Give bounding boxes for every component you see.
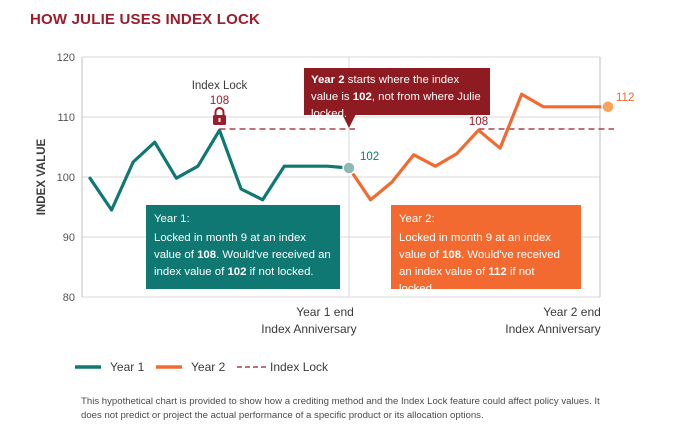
chart-legend: Year 1 Year 2 Index Lock xyxy=(75,360,329,374)
y-tick-label: 100 xyxy=(57,172,75,184)
index-lock-label: Index Lock xyxy=(192,80,248,92)
series-line-year-1 xyxy=(88,128,351,212)
y-axis-title: INDEX VALUE xyxy=(36,138,48,215)
callout-pointer xyxy=(342,114,356,128)
lock-value-year1: 108 xyxy=(210,95,229,107)
legend-label-year1: Year 1 xyxy=(110,360,145,374)
year1-end-point xyxy=(342,161,356,175)
year2-start-callout: Year 2 starts where the index value is 1… xyxy=(304,68,490,120)
page-title: HOW JULIE USES INDEX LOCK xyxy=(30,11,261,28)
year2-end-point xyxy=(601,100,615,114)
chart-labels: Index Lock 108 108 102 112 Year 1 end Index An… xyxy=(192,80,635,336)
end-value-year1: 102 xyxy=(360,151,379,163)
chart-axes: 80 90 100 110 120 INDEX VALUE xyxy=(36,52,601,304)
lock-keyhole xyxy=(218,118,221,122)
year1-anniversary-label: Index Anniversary xyxy=(261,322,356,336)
y-tick-label: 80 xyxy=(63,292,75,304)
lock-shackle xyxy=(214,107,225,115)
year1-end-label: Year 1 end xyxy=(296,305,354,319)
year2-end-label: Year 2 end xyxy=(543,305,601,319)
legend-label-year2: Year 2 xyxy=(191,360,226,374)
legend-label-index-lock: Index Lock xyxy=(270,360,329,374)
footnote: This hypothetical chart is provided to s… xyxy=(81,396,600,421)
chart-series xyxy=(88,92,615,212)
series-line-year-2 xyxy=(347,92,610,202)
year1-callout: Year 1: Locked in month 9 at an index va… xyxy=(146,205,340,289)
year2-callout: Year 2: Locked in month 9 at an index va… xyxy=(391,205,581,295)
lock-icon xyxy=(213,107,226,125)
year2-anniversary-label: Index Anniversary xyxy=(505,322,600,336)
end-value-year2: 112 xyxy=(616,92,634,104)
y-tick-label: 90 xyxy=(63,232,75,244)
y-tick-label: 110 xyxy=(57,112,75,124)
year1-callout-heading: Year 1: xyxy=(154,213,190,225)
lock-value-year2: 108 xyxy=(469,116,488,128)
year2-callout-heading: Year 2: xyxy=(399,213,435,225)
y-tick-label: 120 xyxy=(57,52,75,64)
